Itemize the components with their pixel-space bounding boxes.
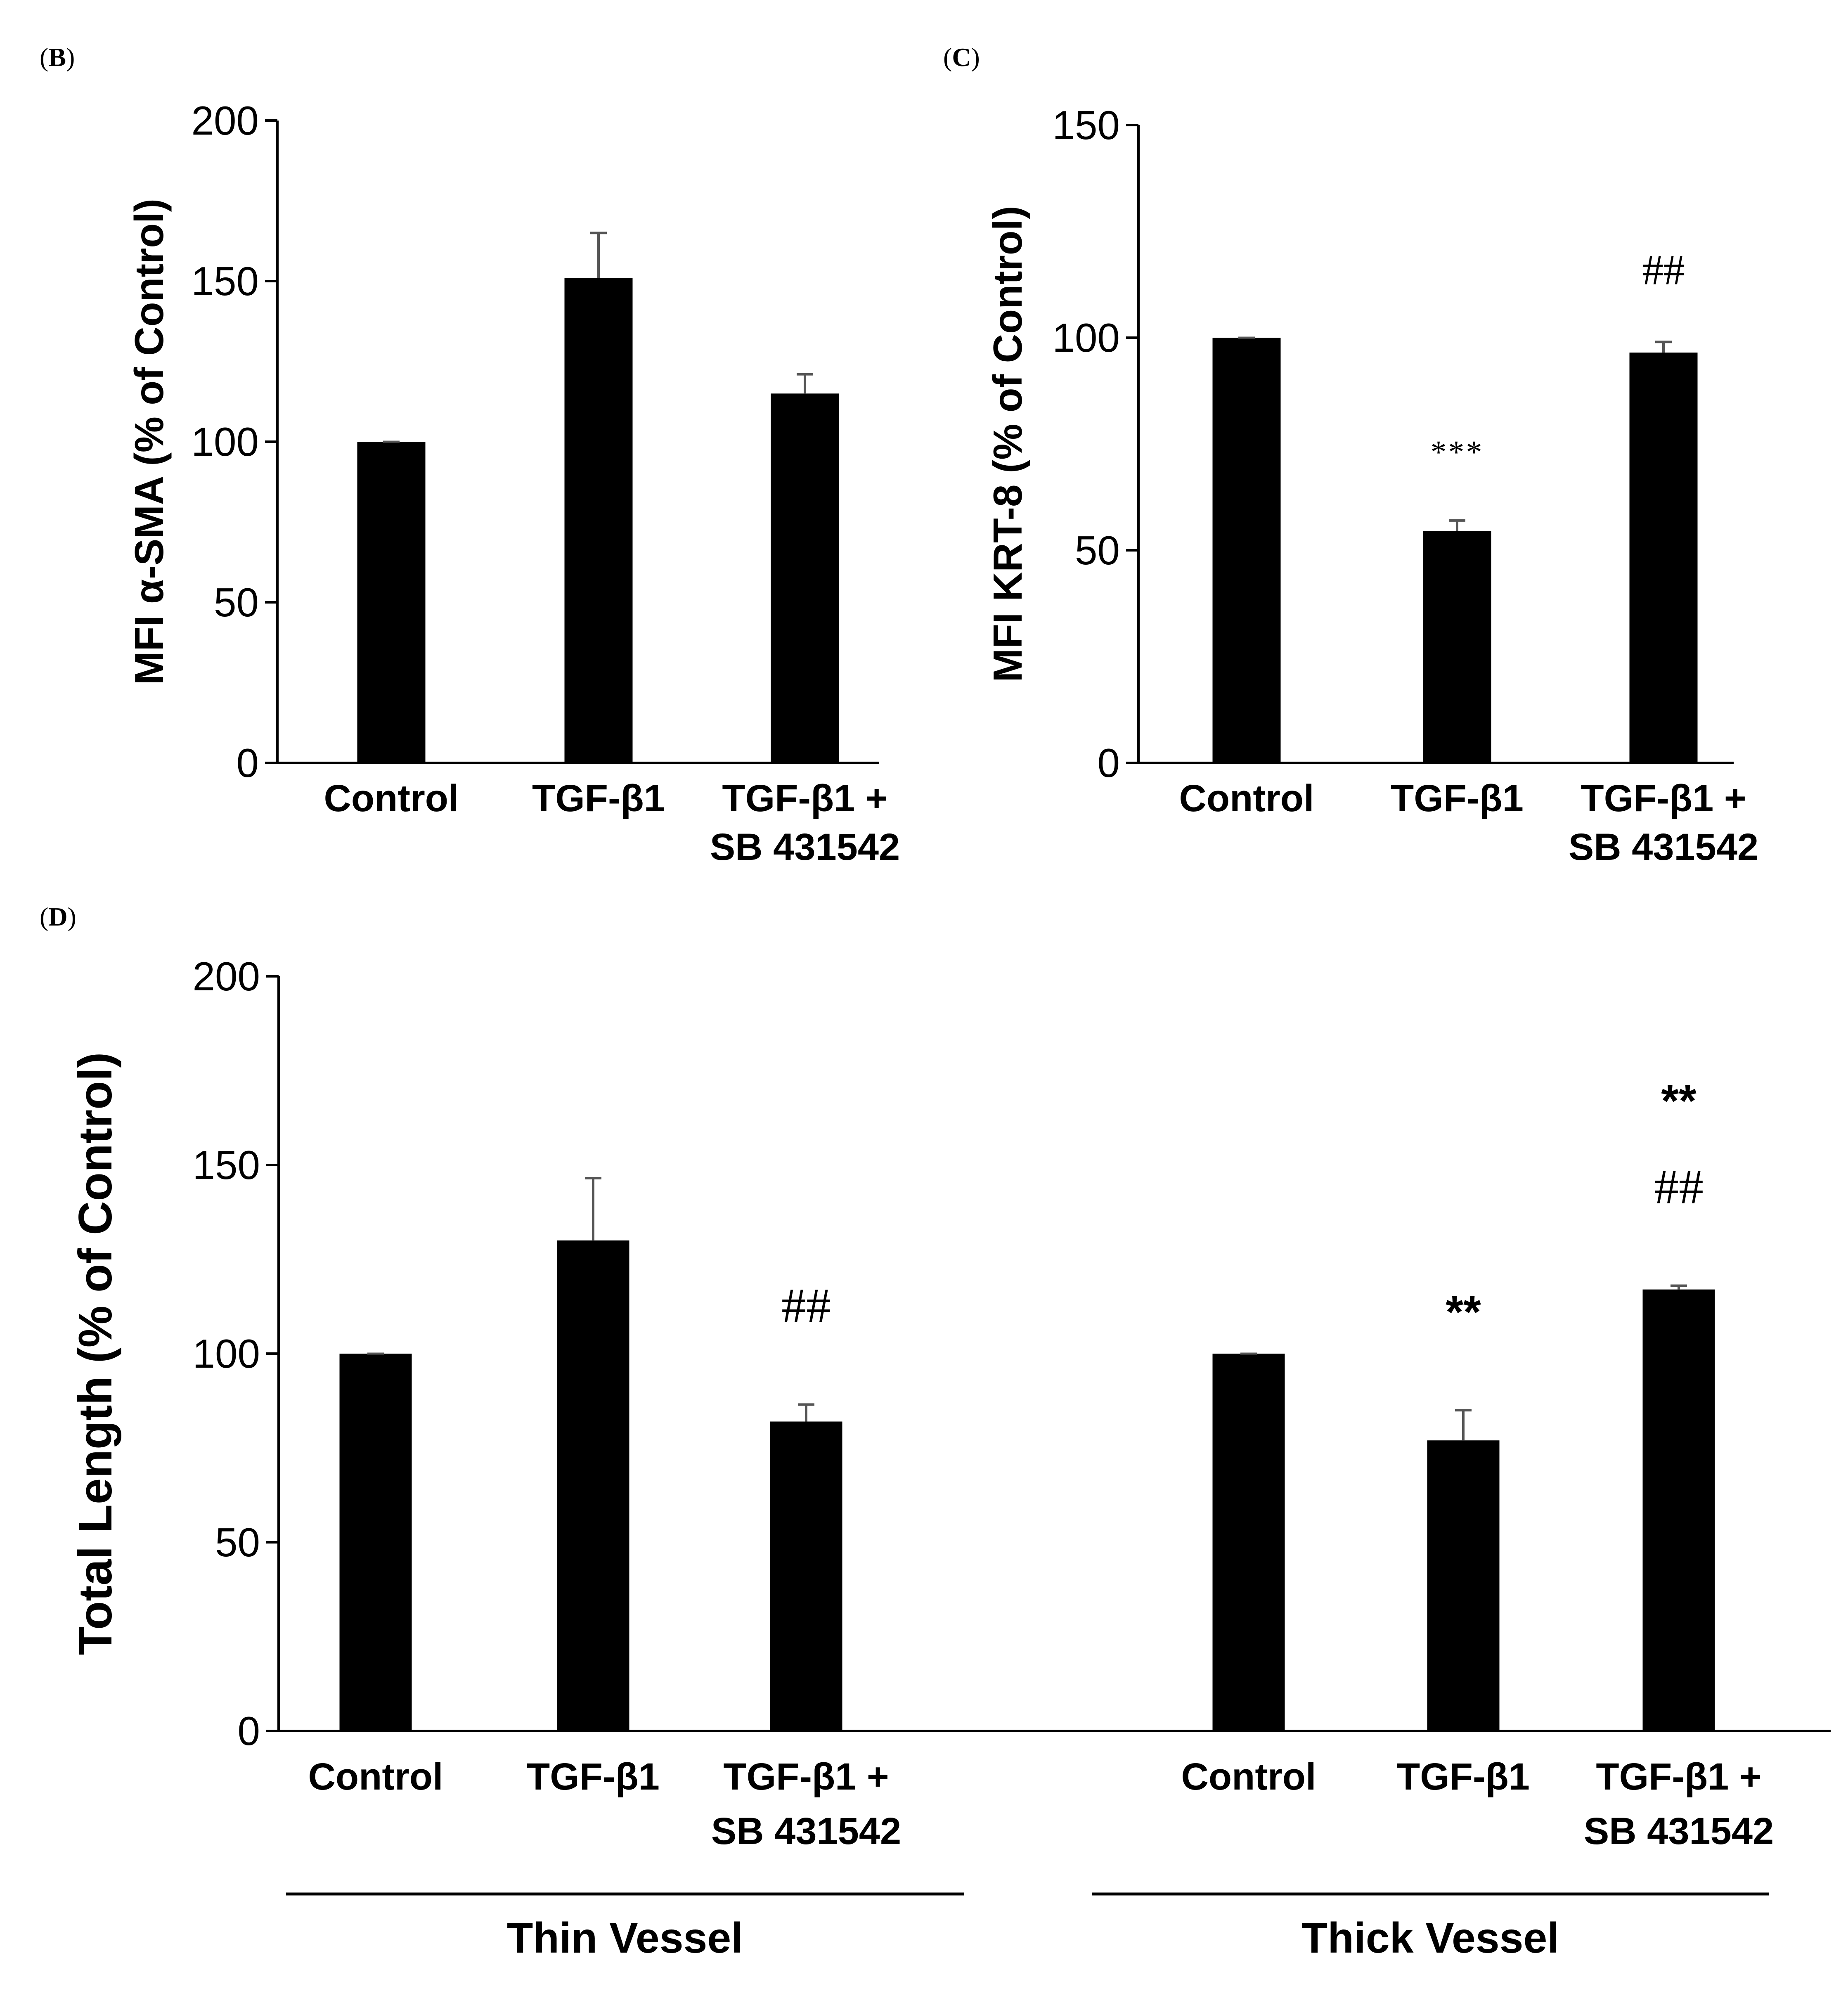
category-label: TGF-β1 +: [722, 777, 887, 819]
category-label: Control: [1181, 1756, 1316, 1798]
bar: [771, 393, 839, 763]
y-tick-label: 50: [1075, 528, 1120, 573]
y-tick-label: 0: [237, 1708, 260, 1754]
category-label: TGF-β1: [532, 777, 665, 819]
group-label: Thick Vessel: [1301, 1914, 1559, 1962]
y-tick-label: 0: [236, 740, 259, 786]
significance-stars: **: [1661, 1075, 1697, 1126]
group-label: Thin Vessel: [507, 1914, 743, 1962]
bar: [357, 442, 426, 763]
y-tick-label: 0: [1097, 740, 1120, 786]
category-label: SB 431542: [711, 1810, 901, 1852]
significance-stars: **: [1446, 1287, 1481, 1338]
bar: [564, 278, 633, 763]
category-label: TGF-β1 +: [723, 1756, 889, 1798]
panel-label-b: (B): [40, 43, 75, 72]
bar: [1642, 1289, 1715, 1731]
y-tick-label: 200: [192, 954, 260, 999]
chart-panel-c: 0 50 100 150 MFI KRT-8 (% of Control) Control…: [985, 102, 1758, 868]
category-label: Control: [324, 777, 459, 819]
category-label: TGF-β1: [527, 1756, 660, 1798]
y-axis-label: Total Length (% of Control): [69, 1052, 122, 1655]
category-label: TGF-β1: [1397, 1756, 1530, 1798]
category-label: TGF-β1: [1391, 777, 1524, 819]
category-label: SB 431542: [1569, 826, 1758, 868]
bar: [1629, 353, 1698, 763]
y-tick-label: 50: [215, 1520, 260, 1565]
y-tick-label: 100: [1052, 315, 1120, 360]
y-tick-label: 150: [191, 258, 259, 304]
y-tick-label: 50: [214, 580, 259, 625]
panel-label-d: (D): [40, 902, 76, 931]
y-tick-label: 100: [192, 1331, 260, 1376]
significance-stars: ***: [1431, 434, 1484, 470]
category-label: TGF-β1 +: [1581, 777, 1746, 819]
category-label: SB 431542: [710, 826, 900, 868]
bar: [1423, 531, 1491, 763]
panel-label-c-letter: C: [952, 43, 971, 72]
category-label: TGF-β1 +: [1596, 1756, 1761, 1798]
y-tick-label: 150: [1052, 102, 1120, 148]
significance-hashes: ##: [1642, 246, 1685, 294]
significance-hashes: ##: [1654, 1159, 1704, 1214]
y-tick-label: 100: [191, 419, 259, 464]
y-axis-label: MFI α-SMA (% of Control): [126, 199, 172, 685]
panel-label-d-letter: D: [48, 902, 67, 931]
category-label: SB 431542: [1584, 1810, 1774, 1852]
category-label: Control: [1179, 777, 1314, 819]
significance-hashes: ##: [781, 1278, 831, 1333]
bar: [1212, 338, 1281, 763]
chart-panel-d: 0 50 100 150 200 Total Length (% of Control) C…: [69, 954, 1831, 1962]
y-axis-label: MFI KRT-8 (% of Control): [985, 206, 1030, 682]
bar: [557, 1240, 629, 1731]
panel-label-c: (C): [943, 43, 980, 72]
y-tick-label: 150: [192, 1142, 260, 1188]
bar: [1427, 1440, 1500, 1731]
chart-panel-b: 0 50 100 150 200 MFI α-SMA (% of Control) Cont…: [126, 98, 900, 868]
bar: [339, 1354, 412, 1731]
panel-label-b-letter: B: [48, 43, 66, 72]
bar: [770, 1421, 842, 1731]
y-tick-label: 200: [191, 98, 259, 143]
category-label: Control: [308, 1756, 443, 1798]
bar: [1212, 1354, 1285, 1731]
